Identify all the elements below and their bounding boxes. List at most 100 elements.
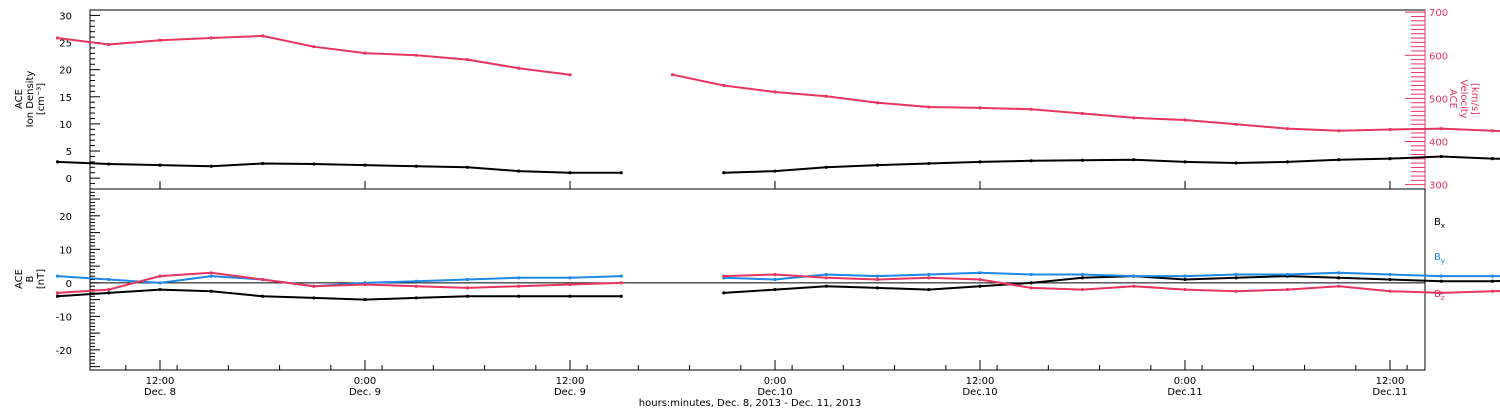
velocity-series-point <box>1081 112 1084 115</box>
time-tick-label: 0:00 <box>1174 376 1196 387</box>
bx-series-point <box>363 298 366 301</box>
bx-series-point <box>773 288 776 291</box>
bz-series-point <box>107 288 110 291</box>
density-series-point <box>1440 155 1443 158</box>
by-series-point <box>978 271 981 274</box>
by-series-point <box>927 273 930 276</box>
density-series-point <box>1286 160 1289 163</box>
time-tick-date: Dec.11 <box>1167 387 1202 398</box>
bx-series-point <box>722 291 725 294</box>
bx-series-point <box>620 295 623 298</box>
bx-series-point <box>1388 278 1391 281</box>
bx-series-point <box>210 290 213 293</box>
bx-series-point <box>825 285 828 288</box>
density-series-point <box>1235 161 1238 164</box>
bz-series-point <box>876 278 879 281</box>
density-series-point <box>1337 158 1340 161</box>
bz-series-point <box>1235 290 1238 293</box>
bz-series-point <box>927 276 930 279</box>
field-axis-label: [nT] <box>36 269 47 289</box>
bx-series-point <box>158 288 161 291</box>
density-axis-label: ACE <box>14 89 25 109</box>
time-axis-label: hours:minutes, Dec. 8, 2013 - Dec. 11, 2… <box>639 398 861 409</box>
by-series-point <box>1030 273 1033 276</box>
by-series-point <box>773 278 776 281</box>
bx-series-point <box>1491 280 1494 283</box>
density-series-point <box>466 166 469 169</box>
velocity-series-point <box>1132 116 1135 119</box>
velocity-series-point <box>671 73 674 76</box>
by-series-point <box>1183 275 1186 278</box>
density-tick-label: 20 <box>59 66 72 77</box>
bx-series-point <box>1030 281 1033 284</box>
density-series-point <box>876 164 879 167</box>
density-series-point <box>210 165 213 168</box>
field-axis-label: ACE <box>14 269 25 289</box>
density-series-point <box>773 170 776 173</box>
velocity-tick-label: 600 <box>1429 51 1448 62</box>
by-series-point <box>825 273 828 276</box>
bx-series-point <box>1081 276 1084 279</box>
field-tick-label: 20 <box>59 212 72 223</box>
density-series-point <box>1132 158 1135 161</box>
density-series-point <box>722 171 725 174</box>
bz-series-point <box>1081 288 1084 291</box>
density-series-point <box>1081 159 1084 162</box>
density-tick-label: 0 <box>66 174 72 185</box>
density-series-point <box>312 162 315 165</box>
bx-series-point <box>1337 276 1340 279</box>
by-series-point <box>1286 273 1289 276</box>
velocity-series-point <box>978 106 981 109</box>
bz-series-point <box>158 275 161 278</box>
by-series-point <box>1132 275 1135 278</box>
density-series-point <box>415 165 418 168</box>
bz-series-point <box>1132 285 1135 288</box>
legend-bz: Bz <box>1434 289 1445 302</box>
density-tick-label: 15 <box>59 93 72 104</box>
by-series-point <box>517 276 520 279</box>
time-tick-date: Dec.10 <box>962 387 997 398</box>
density-series-point <box>1030 159 1033 162</box>
bz-series-point <box>620 281 623 284</box>
velocity-series-point <box>415 54 418 57</box>
by-series-point <box>158 281 161 284</box>
by-series-point <box>466 278 469 281</box>
velocity-series-point <box>1491 129 1494 132</box>
bz-series-point <box>722 275 725 278</box>
velocity-axis-label: Velocity <box>1458 79 1469 118</box>
velocity-series-point <box>107 43 110 46</box>
density-series-point <box>56 160 59 163</box>
velocity-series-line <box>58 36 1500 159</box>
density-tick-label: 10 <box>59 120 72 131</box>
field-axis-label: B <box>25 275 36 282</box>
bx-series-point <box>1183 278 1186 281</box>
velocity-series-point <box>312 45 315 48</box>
bz-series-point <box>210 271 213 274</box>
bz-series-point <box>466 286 469 289</box>
by-series-point <box>568 276 571 279</box>
time-tick-date: Dec. 8 <box>144 387 176 398</box>
bz-series-point <box>773 273 776 276</box>
by-series-point <box>210 275 213 278</box>
time-tick-date: Dec. 9 <box>349 387 381 398</box>
by-series-point <box>107 278 110 281</box>
density-series-point <box>1491 157 1494 160</box>
velocity-tick-label: 500 <box>1429 94 1448 105</box>
by-series-point <box>56 275 59 278</box>
by-series-point <box>1388 273 1391 276</box>
velocity-series-point <box>517 67 520 70</box>
velocity-series-point <box>158 39 161 42</box>
bx-series-point <box>1235 276 1238 279</box>
bx-series-point <box>261 295 264 298</box>
by-series-point <box>1440 275 1443 278</box>
by-series-point <box>1081 273 1084 276</box>
bx-series-point <box>312 296 315 299</box>
bz-series-point <box>261 278 264 281</box>
density-series-point <box>107 162 110 165</box>
bx-series-point <box>927 288 930 291</box>
time-tick-label: 12:00 <box>146 376 175 387</box>
bz-series-point <box>1030 286 1033 289</box>
velocity-axis-label: ACE <box>1447 89 1458 109</box>
